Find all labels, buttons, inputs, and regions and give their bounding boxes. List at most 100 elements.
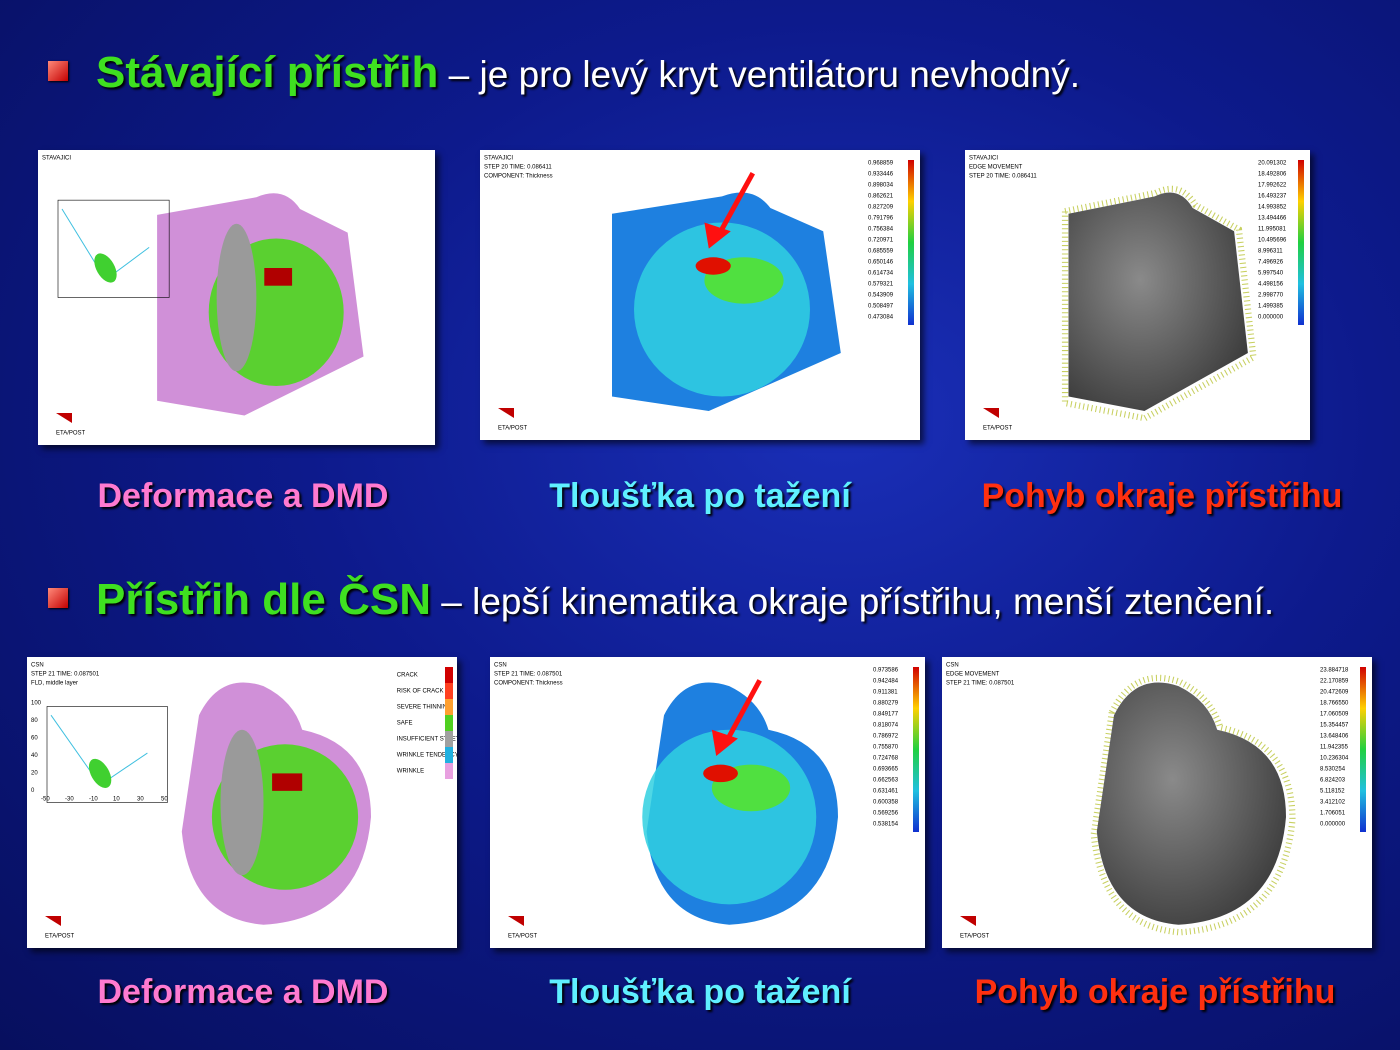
eta-label: ETA/POST <box>983 426 1013 432</box>
caption: Deformace a DMD <box>97 973 389 1011</box>
legend-label: 5.118152 <box>1320 789 1345 795</box>
eta-label: ETA/POST <box>508 934 538 940</box>
legend-label: 13.648406 <box>1320 734 1349 740</box>
legend-swatch <box>445 715 453 731</box>
legend-label: 0.755870 <box>873 745 899 751</box>
legend-label: 0.631461 <box>873 789 899 795</box>
panel-header: EDGE MOVEMENT <box>946 672 1000 678</box>
legend-label: 0.756384 <box>868 227 894 233</box>
thickness-hot <box>703 764 738 783</box>
thickness-safe <box>634 222 810 397</box>
arrow-head <box>711 729 738 756</box>
legend-label: 4.498156 <box>1258 282 1284 288</box>
fld-box <box>46 706 168 803</box>
bullet <box>48 588 68 608</box>
legend-label: 0.538154 <box>873 822 899 828</box>
legend-label: 0.862621 <box>868 194 894 200</box>
axis-triad <box>983 408 999 418</box>
panel-header: STEP 21 TIME: 0.087501 <box>31 672 100 678</box>
legend-bar <box>913 667 919 832</box>
legend-swatch <box>445 731 453 747</box>
panel-image: CSN EDGE MOVEMENT STEP 21 TIME: 0.087501 23… <box>946 663 1366 940</box>
legend-label: 1.706051 <box>1320 811 1346 817</box>
legend-bar <box>908 160 914 325</box>
crack-zone <box>272 773 303 791</box>
panel-header: STAVAJICI <box>42 156 71 162</box>
thickness-hot <box>695 257 731 275</box>
legend-label: SAFE <box>397 721 413 727</box>
eta-label: ETA/POST <box>56 431 86 437</box>
legend-label: 0.724768 <box>873 756 899 762</box>
axis-triad <box>508 916 524 926</box>
legend-label: 0.786972 <box>873 734 899 740</box>
legend-label: SEVERE THINNING <box>397 705 452 711</box>
legend-label: 16.493237 <box>1258 194 1287 200</box>
legend-label: 10.495696 <box>1258 238 1287 244</box>
legend-label: 8.530254 <box>1320 767 1346 773</box>
thickness-safe <box>642 729 817 905</box>
fld-y-tick: 0 <box>31 788 35 794</box>
fld-y-tick: 100 <box>31 701 42 707</box>
fld-x-tick: 10 <box>113 797 120 803</box>
arrow <box>722 679 762 746</box>
fld-points <box>94 253 117 283</box>
legend-label: 0.473084 <box>868 315 894 321</box>
panel-image: CSN STEP 21 TIME: 0.087501 COMPONENT: Thic… <box>494 663 919 940</box>
fld-x-tick: -30 <box>65 797 74 803</box>
caption: Deformace a DMD <box>97 477 389 515</box>
panel-header: STAVAJICI <box>484 156 513 162</box>
legend-label: 0.579321 <box>868 282 894 288</box>
panel-header: COMPONENT: Thickness <box>484 174 553 180</box>
legend-label: 0.000000 <box>1320 822 1346 828</box>
caption: Pohyb okraje přístřihu <box>981 477 1343 515</box>
heading-bold: Přístřih dle ČSN <box>96 575 431 624</box>
heading-rest: – lepší kinematika okraje přístřihu, men… <box>441 581 1275 622</box>
fld-y-tick: 20 <box>31 771 38 777</box>
legend-bar <box>1360 667 1366 832</box>
legend-label: 18.766550 <box>1320 701 1349 707</box>
caption: Tloušťka po tažení <box>549 973 851 1011</box>
fld-y-tick: 40 <box>31 753 38 759</box>
fld-x-tick: 30 <box>137 797 144 803</box>
legend-label: 0.827209 <box>868 205 894 211</box>
blank-thin <box>220 729 264 876</box>
legend-label: 8.996311 <box>1258 249 1283 255</box>
panel-header: STEP 20 TIME: 0.086411 <box>484 165 552 171</box>
edge-final <box>1096 682 1286 925</box>
panel-image: STAVAJICI ETA/POST <box>42 156 364 437</box>
legend-swatch <box>445 699 453 715</box>
panel-image: CSN STEP 21 TIME: 0.087501 FLD, middle lay… <box>31 663 457 940</box>
caption: Pohyb okraje přístřihu <box>974 973 1336 1011</box>
legend-label: 0.942484 <box>873 679 899 685</box>
panel: CSN STEP 21 TIME: 0.087501 COMPONENT: Thic… <box>490 657 925 948</box>
panel: STAVAJICI EDGE MOVEMENT STEP 20 TIME: 0.08… <box>965 150 1310 440</box>
caption: Tloušťka po tažení <box>549 477 851 515</box>
edge-final <box>1068 192 1248 411</box>
panel: CSN EDGE MOVEMENT STEP 21 TIME: 0.087501 23… <box>942 657 1372 948</box>
legend-label: 0.973586 <box>873 668 899 674</box>
legend-label: WRINKLE TENDENCY <box>397 753 457 759</box>
panel: CSN STEP 21 TIME: 0.087501 FLD, middle lay… <box>27 657 457 948</box>
panel: STAVAJICI ETA/POST <box>38 150 435 445</box>
eta-label: ETA/POST <box>498 426 528 432</box>
legend-label: 22.170859 <box>1320 679 1349 685</box>
blank-thin <box>216 223 257 372</box>
legend-label: 0.880279 <box>873 701 899 707</box>
legend-label: 0.614734 <box>868 271 894 277</box>
panel-header: CSN <box>946 663 959 669</box>
bullet <box>48 61 68 81</box>
legend-label: 2.998770 <box>1258 293 1284 299</box>
fld-box <box>57 199 170 298</box>
heading-bold: Stávající přístřih <box>96 48 439 97</box>
legend-label: 0.911381 <box>873 690 898 696</box>
panel-header: STEP 21 TIME: 0.087501 <box>946 681 1015 687</box>
legend-label: 0.662563 <box>873 778 899 784</box>
legend-label: 0.898034 <box>868 183 894 189</box>
legend-label: 20.472609 <box>1320 690 1349 696</box>
legend-label: 0.933446 <box>868 172 894 178</box>
legend-swatch <box>445 747 453 763</box>
heading: Stávající přístřih – je pro levý kryt ve… <box>48 48 1080 98</box>
panel-header: STEP 20 TIME: 0.086411 <box>969 174 1037 180</box>
fld-y-tick: 80 <box>31 718 38 724</box>
